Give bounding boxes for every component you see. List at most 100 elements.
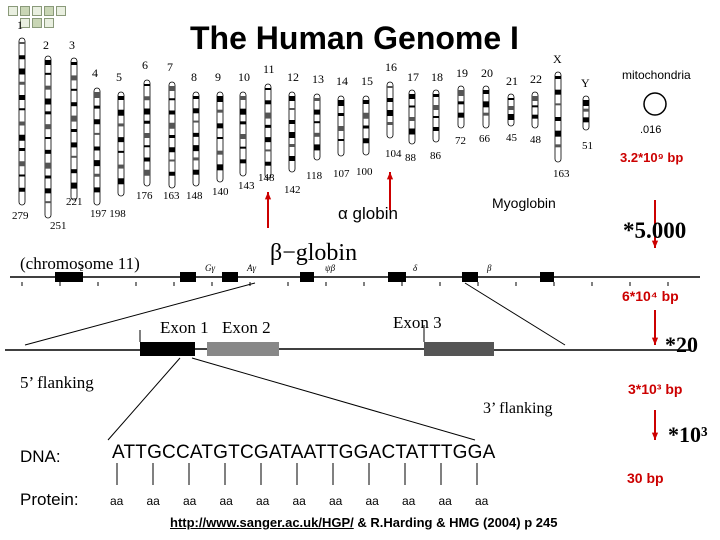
chromosome-length: 48	[530, 134, 541, 146]
chromosome-label: 9	[215, 70, 221, 84]
amino-acid: aa	[438, 494, 452, 508]
chromosome-length: 143	[238, 180, 255, 192]
chromosome-length: 104	[385, 148, 402, 160]
scale-factor-1: *5.000	[623, 218, 687, 243]
chromosome-14	[337, 95, 345, 157]
chromosome-18	[432, 89, 440, 143]
chromosome-length: 86	[430, 150, 441, 162]
chromosome-length: 51	[582, 140, 593, 152]
chromosome-label: 15	[361, 74, 373, 88]
chromosome-label: 12	[287, 70, 299, 84]
amino-acid: aa	[183, 494, 197, 508]
chromosome-16	[386, 81, 394, 139]
genome-size-label: 3.2*10⁹ bp	[620, 150, 684, 165]
sanger-link[interactable]: http://www.sanger.ac.uk/HGP/	[170, 515, 354, 530]
chromosome-label: 18	[431, 70, 443, 84]
chromosome-length: 45	[506, 132, 517, 144]
zoom-arrow-2-head	[651, 337, 659, 345]
chromosome-label: 14	[336, 74, 348, 88]
amino-acid: aa	[329, 494, 343, 508]
page-title: The Human Genome I	[190, 20, 519, 56]
chromosome-length: 66	[479, 133, 490, 145]
chromosome-length: 251	[50, 220, 67, 232]
source-citation: http://www.sanger.ac.uk/HGP/ & R.Harding…	[170, 515, 557, 530]
exon-1-block	[140, 342, 195, 356]
chromosome-length: 107	[333, 168, 350, 180]
chromosome-length: 176	[136, 190, 153, 202]
mitochondria-label: mitochondria	[622, 68, 691, 82]
chromosome-label: Y	[581, 76, 590, 90]
chromosome-X	[554, 71, 562, 163]
chromosome-17	[408, 89, 416, 145]
cluster-gene-block	[300, 272, 314, 282]
amino-acid: aa	[402, 494, 416, 508]
beta-globin-label: β−globin	[270, 240, 358, 266]
chromosome-length: 72	[455, 135, 466, 147]
chromosome-length: 163	[163, 190, 180, 202]
chromosome-label: 20	[481, 66, 493, 80]
chr16-red-arrow-head	[386, 172, 394, 180]
exon-1-label: Exon 1	[160, 318, 209, 337]
scale-factor-3: *10³	[668, 422, 708, 447]
zoom-line-right	[464, 282, 566, 346]
chromosome-label: 5	[116, 70, 122, 84]
cluster-gene-block	[222, 272, 238, 282]
chromosome-length: 100	[356, 166, 373, 178]
chromosome-10	[239, 91, 247, 177]
protein-label: Protein:	[20, 490, 79, 509]
cluster-gene-label: β	[487, 263, 492, 273]
chromosome-label: 2	[43, 38, 49, 52]
five-prime-flanking-label: 5’ flanking	[20, 373, 94, 392]
chromosome-label: 7	[167, 60, 173, 74]
mitochondria-size: .016	[640, 124, 662, 136]
chromosome-6	[143, 79, 151, 187]
chromosome-label: 4	[92, 66, 98, 80]
myoglobin-label: Myoglobin	[492, 195, 556, 211]
three-prime-flanking-label: 3’ flanking	[483, 400, 553, 417]
dna-label: DNA:	[20, 447, 61, 466]
amino-acid: aa	[256, 494, 270, 508]
cluster-gene-label: δ	[413, 263, 418, 273]
chromosome-label: 17	[407, 70, 419, 84]
chromosome-9	[216, 91, 224, 183]
cluster-gene-block	[180, 272, 196, 282]
cluster-gene-block	[55, 272, 83, 282]
chromosome-label: 16	[385, 60, 397, 74]
chromosome-11-note: (chromosome 11)	[20, 254, 140, 273]
cluster-gene-label: Gγ	[205, 263, 216, 273]
chromosome-2	[44, 55, 52, 219]
chromosome-length: 142	[284, 184, 301, 196]
chromosome-Y	[582, 95, 590, 131]
chromosome-length: 88	[405, 152, 416, 164]
exon-2-block	[207, 342, 279, 356]
chromosome-label: 8	[191, 70, 197, 84]
chromosome-label: 19	[456, 66, 468, 80]
chromosome-11	[264, 83, 272, 179]
chromosome-label: 13	[312, 72, 324, 86]
amino-acid: aa	[219, 494, 233, 508]
chromosome-1	[18, 37, 26, 206]
chromosome-12	[288, 91, 296, 173]
chromosome-22	[531, 91, 539, 129]
exon-2-label: Exon 2	[222, 318, 271, 337]
chromosome-length: 118	[306, 170, 323, 182]
gene-size-label: 3*10³ bp	[628, 381, 683, 397]
chromosome-label: 10	[238, 70, 250, 84]
cluster-gene-label: Aγ	[247, 263, 257, 273]
chromosome-4	[93, 87, 101, 206]
chromosome-label: 22	[530, 72, 542, 86]
zoom-arrow-1-head	[651, 240, 659, 248]
amino-acid: aa	[146, 494, 160, 508]
chromosome-13	[313, 93, 321, 161]
amino-acid: aa	[475, 494, 489, 508]
zoom-line-left	[24, 282, 256, 346]
cluster-gene-label: ε	[80, 263, 84, 273]
chromosome-15	[362, 95, 370, 156]
chromosome-length: 148	[186, 190, 203, 202]
alpha-globin-label: α globin	[338, 204, 398, 223]
chromosome-length: 197 198	[90, 208, 126, 220]
exon-3-label: Exon 3	[393, 313, 442, 332]
chromosome-19	[457, 85, 465, 129]
chromosome-label: 1	[17, 18, 23, 32]
